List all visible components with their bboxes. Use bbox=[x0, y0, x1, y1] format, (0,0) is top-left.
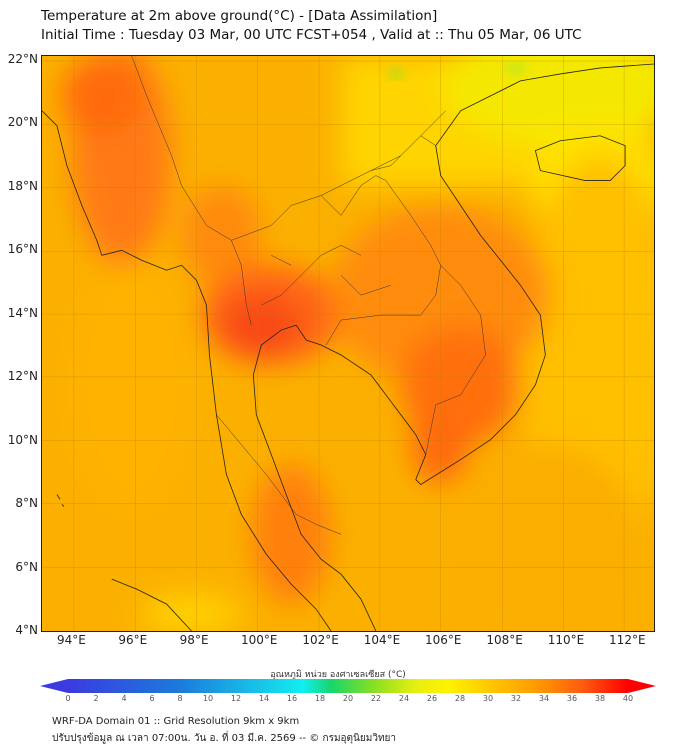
gridlines bbox=[42, 56, 654, 631]
colorbar-tick-label: 10 bbox=[202, 694, 214, 703]
lon-label: 96°E bbox=[118, 633, 148, 647]
lat-label: 8°N bbox=[15, 496, 38, 511]
colorbar-tick-label: 30 bbox=[482, 694, 494, 703]
colorbar-tick-label: 34 bbox=[538, 694, 550, 703]
colorbar-tick-label: 28 bbox=[454, 694, 466, 703]
colorbar-tick-label: 40 bbox=[622, 694, 634, 703]
lon-label: 94°E bbox=[57, 633, 86, 647]
lon-label: 100°E bbox=[241, 633, 278, 647]
colorbar-tick-label: 6 bbox=[149, 694, 155, 703]
lon-label: 102°E bbox=[302, 633, 339, 647]
lon-label: 106°E bbox=[425, 633, 462, 647]
colorbar-max-arrow bbox=[628, 679, 656, 693]
lat-label: 6°N bbox=[15, 559, 38, 574]
lon-label: 98°E bbox=[179, 633, 209, 647]
lat-label: 16°N bbox=[7, 242, 38, 257]
colorbar-tick-label: 20 bbox=[342, 694, 354, 703]
colorbar-tick-label: 26 bbox=[426, 694, 438, 703]
lat-label: 18°N bbox=[7, 178, 38, 193]
colorbar-tick-label: 2 bbox=[93, 694, 99, 703]
lat-label: 10°N bbox=[7, 432, 38, 447]
footer-model-info: WRF-DA Domain 01 :: Grid Resolution 9km … bbox=[52, 716, 300, 727]
colorbar-tick-label: 0 bbox=[65, 694, 71, 703]
map-subtitle: Initial Time : Tuesday 03 Mar, 00 UTC FC… bbox=[41, 27, 582, 43]
lon-label: 112°E bbox=[609, 633, 646, 647]
borders bbox=[131, 56, 486, 535]
lon-label: 104°E bbox=[363, 633, 401, 647]
colorbar-tick-label: 16 bbox=[286, 694, 298, 703]
map-title: Temperature at 2m above ground(°C) - [Da… bbox=[41, 8, 438, 24]
lat-label: 12°N bbox=[7, 369, 38, 384]
colorbar-min-arrow bbox=[40, 679, 68, 693]
colorbar-tick-label: 24 bbox=[398, 694, 410, 703]
lat-label: 4°N bbox=[15, 622, 38, 637]
lat-label: 14°N bbox=[7, 305, 38, 320]
footer-update-info: ปรับปรุงข้อมูล ณ เวลา 07:00น. วัน อ. ที่… bbox=[52, 733, 397, 744]
colorbar-tick-label: 18 bbox=[314, 694, 326, 703]
lon-label: 108°E bbox=[486, 633, 523, 647]
colorbar-tick-label: 8 bbox=[177, 694, 183, 703]
colorbar-title: อุณหภูมิ หน่วย องศาเซลเซียส (°C) bbox=[270, 670, 406, 680]
colorbar-tick-label: 4 bbox=[121, 694, 127, 703]
colorbar-tick-label: 22 bbox=[370, 694, 382, 703]
colorbar-tick-label: 32 bbox=[510, 694, 522, 703]
colorbar-tick-label: 38 bbox=[594, 694, 606, 703]
lon-label: 110°E bbox=[547, 633, 585, 647]
colorbar-tick-label: 14 bbox=[258, 694, 270, 703]
colorbar-gradient bbox=[68, 679, 628, 693]
lat-label: 20°N bbox=[7, 115, 38, 130]
colorbar-tick-label: 12 bbox=[230, 694, 242, 703]
colorbar bbox=[40, 679, 656, 693]
colorbar-tick-label: 36 bbox=[566, 694, 578, 703]
coastlines bbox=[42, 63, 654, 631]
temperature-map bbox=[41, 55, 655, 632]
lat-label: 22°N bbox=[7, 52, 38, 66]
